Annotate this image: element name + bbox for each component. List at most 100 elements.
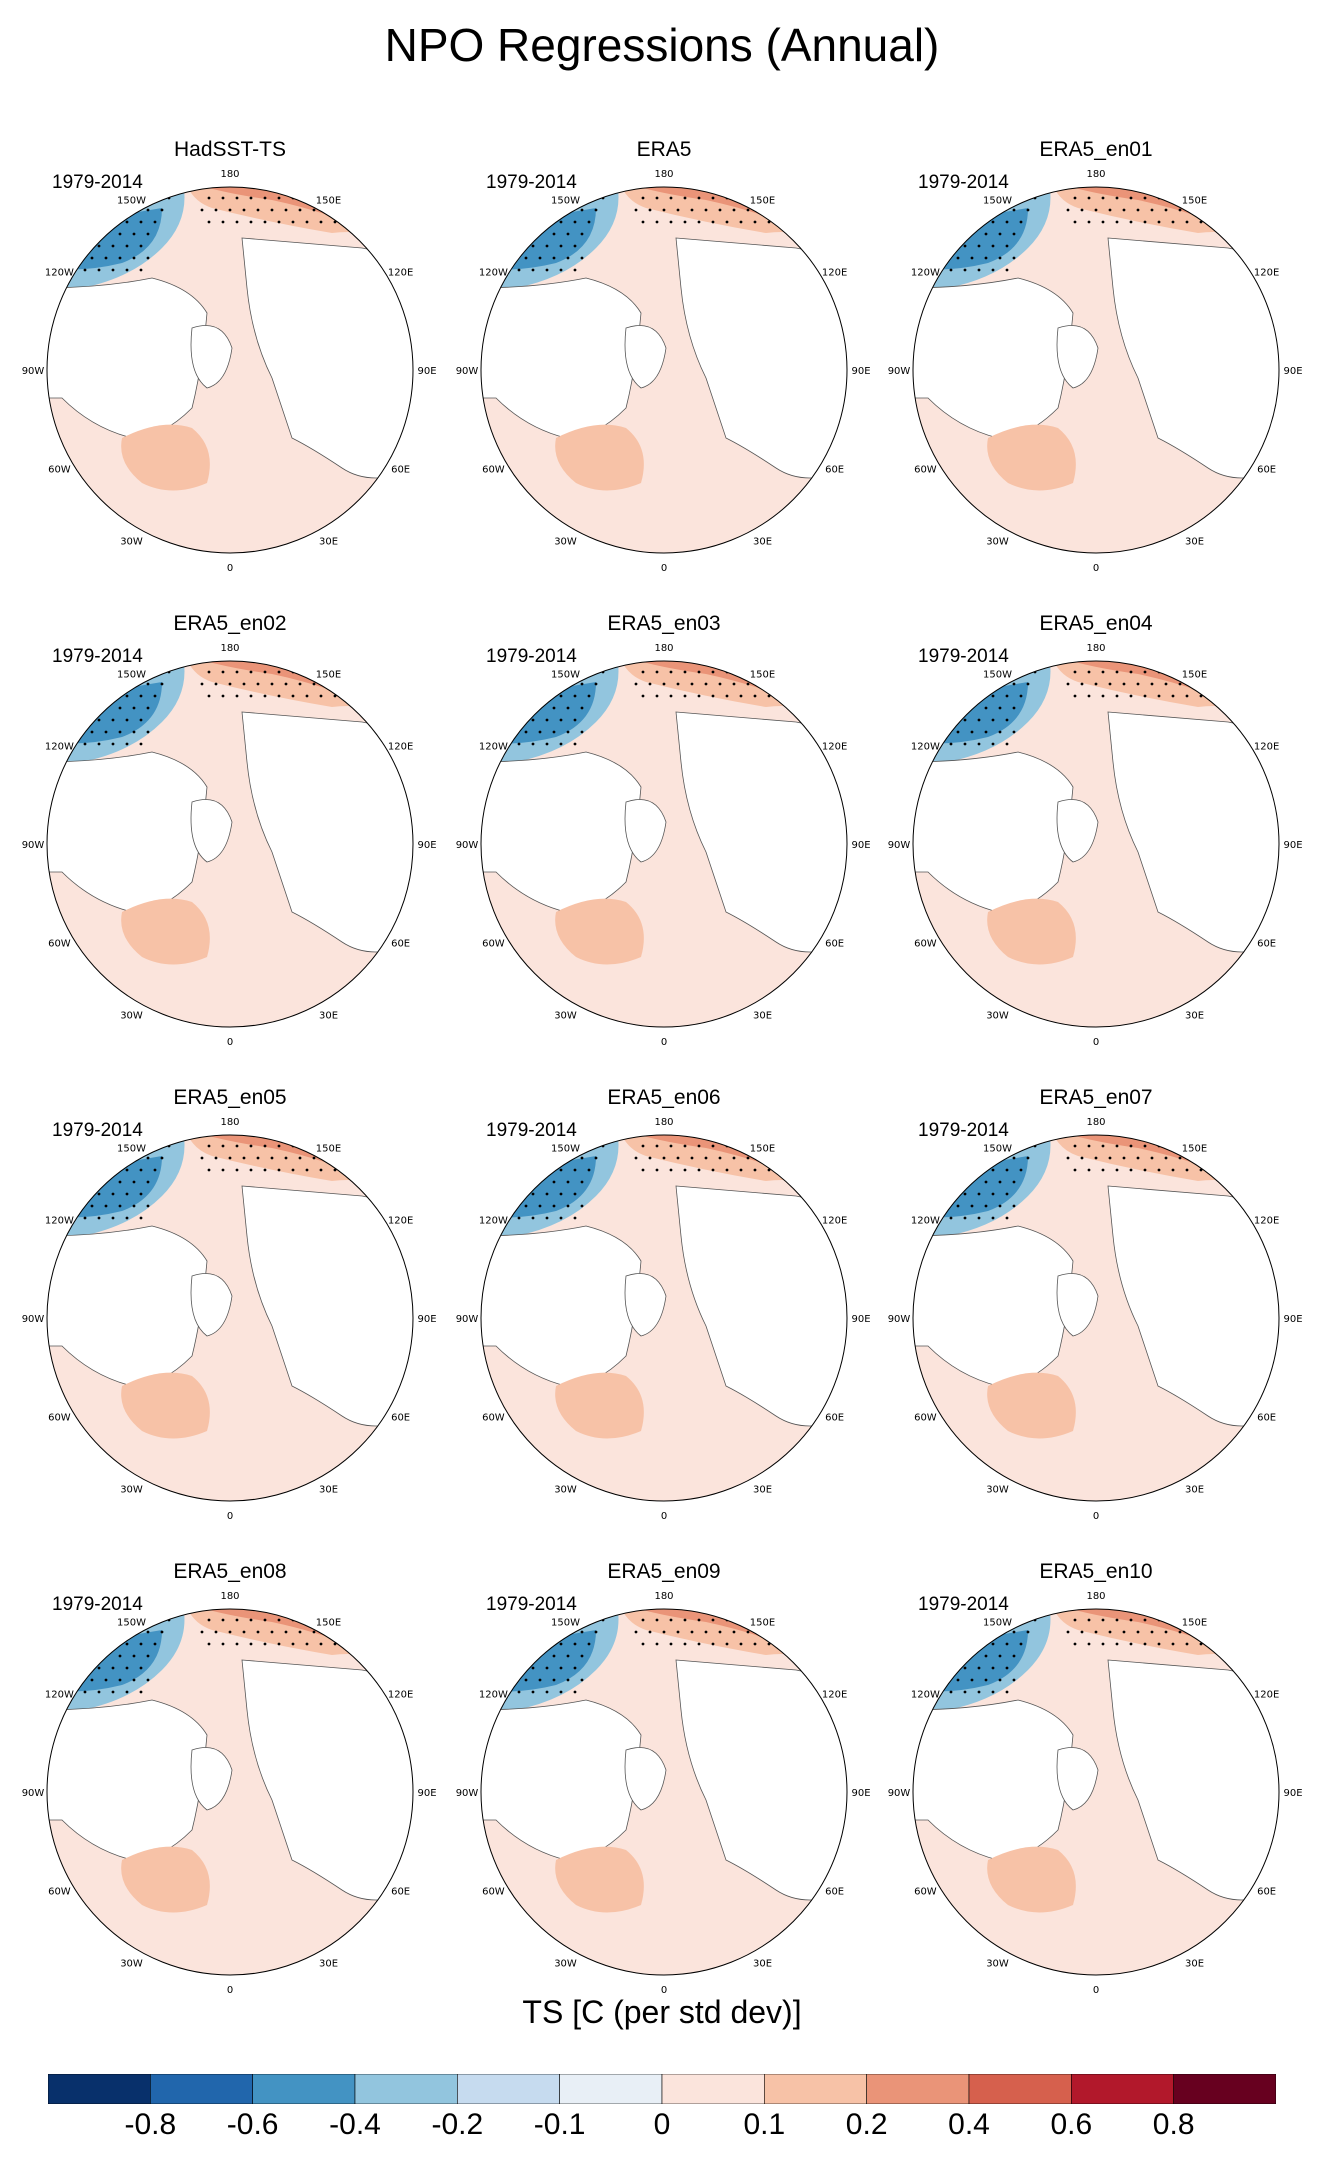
longitude-label: 60W <box>48 1887 71 1898</box>
eurasia-land <box>675 237 847 479</box>
polar-map: 180 150E 120E 90E 60E 30E 0 30W 60W 90W 120W 150W <box>22 1591 437 1996</box>
longitude-label: 30W <box>120 537 143 548</box>
colorbar-tick-label: -0.2 <box>431 2108 484 2141</box>
longitude-label: 0 <box>227 1511 233 1522</box>
longitude-label: 180 <box>654 169 673 180</box>
longitude-label: 60E <box>1257 939 1276 950</box>
colorbar-title: TS [C (per std dev)] <box>522 1994 802 2030</box>
longitude-label: 120W <box>479 268 508 279</box>
longitude-label: 120W <box>911 1690 940 1701</box>
longitude-label: 60E <box>1257 1413 1276 1424</box>
colorbar-segment <box>252 2074 356 2104</box>
colorbar-tick-label: 0.2 <box>845 2108 888 2141</box>
atlantic-positive-region <box>555 424 644 491</box>
greenland-land <box>190 325 233 389</box>
longitude-label: 0 <box>227 1037 233 1048</box>
longitude-label: 120W <box>479 742 508 753</box>
longitude-label: 150W <box>551 669 580 680</box>
colorbar-segment <box>457 2074 560 2104</box>
longitude-label: 120E <box>1254 1216 1279 1227</box>
panel-title: ERA5 <box>636 138 692 161</box>
map-boundary <box>912 660 1280 1028</box>
longitude-label: 120E <box>1254 1690 1279 1701</box>
longitude-label: 150W <box>117 1617 146 1628</box>
eurasia-land <box>241 1185 413 1427</box>
longitude-label: 180 <box>1086 1591 1105 1602</box>
panel-title: ERA5_en09 <box>607 1560 721 1583</box>
longitude-label: 90W <box>456 840 479 851</box>
longitude-label: 60W <box>482 465 505 476</box>
greenland-land <box>624 1747 667 1811</box>
map-boundary <box>46 186 414 554</box>
longitude-label: 180 <box>220 1117 239 1128</box>
longitude-label: 150W <box>983 195 1012 206</box>
atlantic-positive-region <box>121 1846 210 1913</box>
polar-map: 180 150E 120E 90E 60E 30E 0 30W 60W 90W 120W 150W <box>888 643 1303 1048</box>
colorbar-segment <box>866 2074 970 2104</box>
atlantic-positive-region <box>121 424 210 491</box>
greenland-land <box>624 325 667 389</box>
colorbar-tick-label: 0.6 <box>1050 2108 1093 2141</box>
map-panel: ERA5_en03 1979-2014 180 150E 120E 90E 60E 30E 0 3… <box>456 612 896 1082</box>
colorbar-tick-label: -0.6 <box>226 2108 279 2141</box>
longitude-label: 90W <box>456 1788 479 1799</box>
colorbar <box>48 2074 1276 2104</box>
longitude-label: 120E <box>822 742 847 753</box>
longitude-label: 30W <box>554 1959 577 1970</box>
longitude-label: 150E <box>750 1617 775 1628</box>
map-panel: ERA5_en10 1979-2014 180 150E 120E 90E 60E 30E 0 3… <box>888 1560 1324 2030</box>
map-panel: ERA5_en05 1979-2014 180 150E 120E 90E 60E 30E 0 3… <box>22 1086 462 1556</box>
longitude-label: 90W <box>22 840 45 851</box>
map-boundary <box>912 186 1280 554</box>
longitude-label: 60E <box>825 465 844 476</box>
atlantic-positive-region <box>987 898 1076 965</box>
longitude-label: 120E <box>388 742 413 753</box>
longitude-label: 120E <box>822 1690 847 1701</box>
eurasia-land <box>241 237 413 479</box>
longitude-label: 150W <box>117 1143 146 1154</box>
panel-title: ERA5_en04 <box>1039 612 1153 635</box>
longitude-label: 0 <box>661 563 667 574</box>
longitude-label: 30E <box>319 537 338 548</box>
map-panel: ERA5_en04 1979-2014 180 150E 120E 90E 60E 30E 0 3… <box>888 612 1324 1082</box>
longitude-label: 90E <box>851 1788 870 1799</box>
greenland-land <box>1056 325 1099 389</box>
longitude-label: 30E <box>319 1011 338 1022</box>
eurasia-land <box>1107 711 1279 953</box>
colorbar-segment <box>48 2074 151 2104</box>
longitude-label: 60W <box>914 1887 937 1898</box>
map-boundary <box>46 1608 414 1976</box>
longitude-label: 150E <box>1182 1617 1207 1628</box>
map-panel: ERA5_en08 1979-2014 180 150E 120E 90E 60E 30E 0 3… <box>22 1560 462 2030</box>
colorbar-tick-label: 0.4 <box>948 2108 990 2141</box>
longitude-label: 60W <box>48 1413 71 1424</box>
colorbar-segment <box>354 2074 458 2104</box>
longitude-label: 30E <box>1185 537 1204 548</box>
longitude-label: 30W <box>554 537 577 548</box>
map-boundary <box>912 1608 1280 1976</box>
longitude-label: 0 <box>1093 563 1099 574</box>
longitude-label: 30W <box>986 1011 1009 1022</box>
longitude-label: 150W <box>551 1143 580 1154</box>
longitude-label: 90E <box>417 1314 436 1325</box>
longitude-label: 60E <box>825 1413 844 1424</box>
longitude-label: 30W <box>554 1485 577 1496</box>
longitude-label: 120E <box>388 1216 413 1227</box>
polar-map: 180 150E 120E 90E 60E 30E 0 30W 60W 90W 120W 150W <box>456 643 871 1048</box>
longitude-label: 30E <box>1185 1011 1204 1022</box>
atlantic-positive-region <box>987 1372 1076 1439</box>
longitude-label: 150E <box>750 195 775 206</box>
longitude-label: 60E <box>1257 1887 1276 1898</box>
longitude-label: 90E <box>1283 1314 1302 1325</box>
longitude-label: 60W <box>482 1413 505 1424</box>
longitude-label: 90W <box>456 1314 479 1325</box>
longitude-label: 180 <box>654 643 673 654</box>
longitude-label: 0 <box>1093 1037 1099 1048</box>
period-label: 1979-2014 <box>918 1594 1009 1615</box>
greenland-land <box>624 799 667 863</box>
longitude-label: 90W <box>22 1314 45 1325</box>
longitude-label: 90W <box>888 840 911 851</box>
longitude-label: 30E <box>1185 1485 1204 1496</box>
eurasia-land <box>241 1659 413 1901</box>
atlantic-positive-region <box>987 424 1076 491</box>
